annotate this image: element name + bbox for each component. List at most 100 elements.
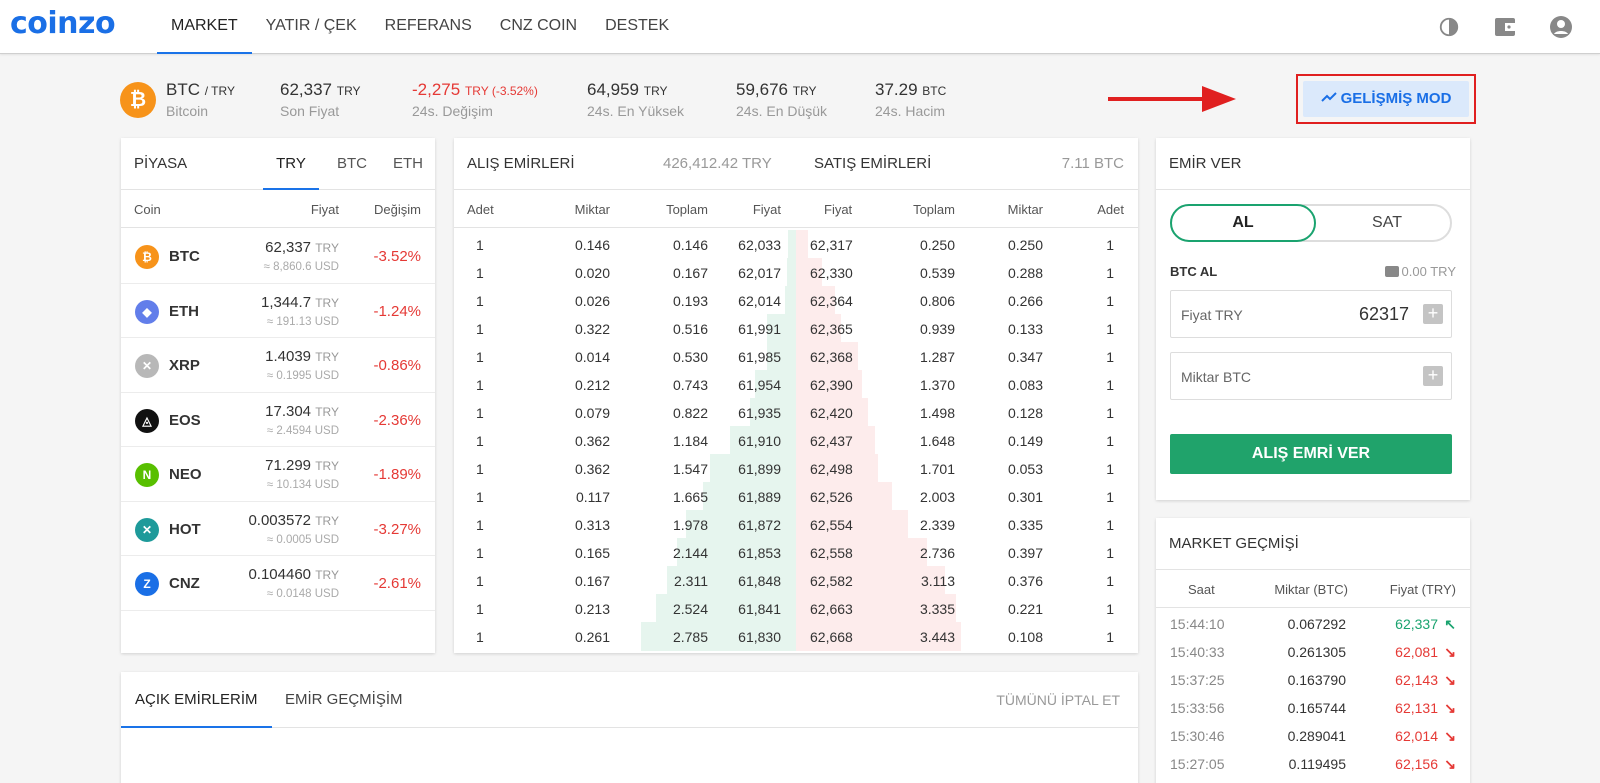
tab-eth[interactable]: ETH: [393, 155, 423, 172]
tab-try[interactable]: TRY: [263, 138, 319, 190]
price-field[interactable]: Fiyat TRY 62317 +: [1170, 290, 1452, 338]
market-list-card: PİYASA TRY BTC ETH Coin Fiyat Değişim ₿ B…: [121, 138, 435, 653]
col-change[interactable]: Değişim: [374, 202, 421, 217]
buy-price: 62,014: [738, 293, 781, 309]
market-row-eos[interactable]: ◬ EOS 17.304 TRY ≈ 2.4594 USD -2.36%: [121, 393, 435, 447]
coin-price-value: 1,344.7: [260, 293, 312, 311]
buy-total: 2.524: [672, 601, 708, 617]
account-icon[interactable]: [1548, 14, 1574, 40]
sell-depth-bar: [796, 342, 858, 371]
nav-referral[interactable]: REFERANS: [384, 17, 472, 34]
sell-count: 1: [1106, 433, 1114, 449]
order-form-title: EMİR VER: [1169, 155, 1242, 172]
order-book-row[interactable]: 1 0.313 1.978 61,872 62,554 2.339 0.335 1: [454, 510, 1138, 539]
ticker-pair: / TRY: [204, 84, 235, 98]
advanced-mode-button[interactable]: GELİŞMİŞ MOD: [1303, 81, 1469, 117]
buy-count: 1: [476, 293, 484, 309]
nav-support[interactable]: DESTEK: [605, 17, 670, 34]
col-coin[interactable]: Coin: [134, 202, 161, 217]
nav-cnz-coin[interactable]: CNZ COIN: [499, 17, 578, 34]
sell-total: 1.287: [919, 349, 955, 365]
sell-price: 62,554: [810, 517, 853, 533]
order-book-row[interactable]: 1 0.165 2.144 61,853 62,558 2.736 0.397 1: [454, 538, 1138, 567]
order-book-row[interactable]: 1 0.212 0.743 61,954 62,390 1.370 0.083 1: [454, 370, 1138, 399]
market-row-cnz[interactable]: Z CNZ 0.104460 TRY ≈ 0.0148 USD -2.61%: [121, 556, 435, 611]
coin-change: -2.36%: [373, 411, 421, 429]
buy-depth-bar: [685, 510, 796, 539]
market-row-xrp[interactable]: ✕ XRP 1.4039 TRY ≈ 0.1995 USD -0.86%: [121, 338, 435, 393]
col-time: Saat: [1188, 582, 1215, 597]
sell-depth-bar: [796, 258, 822, 287]
coin-price-value: 0.003572: [248, 511, 312, 529]
nav-market[interactable]: MARKET: [157, 0, 252, 54]
coin-price-unit: TRY: [315, 350, 339, 364]
history-row: 15:40:33 0.261305 62,081 ↘: [1156, 638, 1470, 666]
sell-amount: 0.053: [1007, 461, 1043, 477]
order-book-row[interactable]: 1 0.167 2.311 61,848 62,582 3.113 0.376 1: [454, 566, 1138, 595]
cancel-all-button[interactable]: TÜMÜNÜ İPTAL ET: [996, 692, 1120, 708]
buy-amount: 0.362: [574, 461, 610, 477]
tab-btc[interactable]: BTC: [337, 155, 367, 172]
market-row-eth[interactable]: ◆ ETH 1,344.7 TRY ≈ 191.13 USD -1.24%: [121, 284, 435, 338]
order-book-row[interactable]: 1 0.117 1.665 61,889 62,526 2.003 0.301 1: [454, 482, 1138, 511]
sell-price: 62,582: [810, 573, 853, 589]
amount-field-label: Miktar BTC: [1181, 369, 1251, 385]
sell-tab[interactable]: SAT: [1372, 214, 1402, 231]
order-book-row[interactable]: 1 0.362 1.547 61,899 62,498 1.701 0.053 1: [454, 454, 1138, 483]
coinzo-logo[interactable]: coinzo: [10, 6, 116, 41]
change-label: 24s. Değişim: [412, 103, 493, 119]
tab-open-orders[interactable]: AÇIK EMİRLERİM: [121, 672, 272, 728]
coin-usd-value: ≈ 191.13 USD: [266, 315, 339, 328]
sell-amount: 0.335: [1007, 517, 1043, 533]
market-row-neo[interactable]: N NEO 71.299 TRY ≈ 10.134 USD -1.89%: [121, 447, 435, 502]
price-plus-icon[interactable]: +: [1423, 304, 1443, 324]
market-row-hot[interactable]: ✕ HOT 0.003572 TRY ≈ 0.0005 USD -3.27%: [121, 502, 435, 556]
buy-tab[interactable]: AL: [1170, 204, 1316, 242]
theme-toggle-icon[interactable]: [1436, 14, 1462, 40]
submit-buy-order-button[interactable]: ALIŞ EMRİ VER: [1170, 434, 1452, 474]
market-row-btc[interactable]: ₿ BTC 62,337 TRY ≈ 8,860.6 USD -3.52%: [121, 229, 435, 284]
col-amount-btc: Miktar (BTC): [1274, 582, 1348, 597]
advanced-mode-label: GELİŞMİŞ MOD: [1340, 90, 1452, 107]
order-book-row[interactable]: 1 0.261 2.785 61,830 62,668 3.443 0.108 1: [454, 622, 1138, 651]
sell-count: 1: [1106, 237, 1114, 253]
market-column-header: Coin Fiyat Değişim: [121, 190, 435, 228]
order-book-row[interactable]: 1 0.020 0.167 62,017 62,330 0.539 0.288 1: [454, 258, 1138, 287]
tab-order-history[interactable]: EMİR GEÇMİŞİM: [285, 691, 403, 708]
order-book-row[interactable]: 1 0.079 0.822 61,935 62,420 1.498 0.128 1: [454, 398, 1138, 427]
buy-count: 1: [476, 601, 484, 617]
nav-deposit-withdraw[interactable]: YATIR / ÇEK: [265, 17, 357, 34]
sell-amount: 0.301: [1007, 489, 1043, 505]
sell-depth-bar: [796, 398, 868, 427]
price-field-value[interactable]: 62317: [1358, 304, 1409, 324]
order-book-row[interactable]: 1 0.026 0.193 62,014 62,364 0.806 0.266 1: [454, 286, 1138, 315]
buy-depth-bar: [709, 454, 796, 483]
xrp-coin-icon: ✕: [135, 354, 159, 378]
col-price[interactable]: Fiyat: [310, 202, 339, 217]
red-arrow-annotation: [1108, 86, 1236, 112]
buy-total: 0.743: [672, 377, 708, 393]
order-book-row[interactable]: 1 0.322 0.516 61,991 62,365 0.939 0.133 1: [454, 314, 1138, 343]
col-sell-amount: Miktar: [1007, 202, 1043, 217]
low-label: 24s. En Düşük: [736, 103, 828, 119]
amount-plus-icon[interactable]: +: [1423, 366, 1443, 386]
sell-count: 1: [1106, 321, 1114, 337]
order-book-row[interactable]: 1 0.213 2.524 61,841 62,663 3.335 0.221 1: [454, 594, 1138, 623]
buy-amount: 0.167: [574, 573, 610, 589]
trade-price: 62,337: [1395, 616, 1438, 632]
order-book-row[interactable]: 1 0.146 0.146 62,033 62,317 0.250 0.250 1: [454, 230, 1138, 259]
order-book-row[interactable]: 1 0.014 0.530 61,985 62,368 1.287 0.347 1: [454, 342, 1138, 371]
change-unit: TRY (-3.52%): [464, 84, 538, 98]
order-book-row[interactable]: 1 0.362 1.184 61,910 62,437 1.648 0.149 1: [454, 426, 1138, 455]
sell-amount: 0.376: [1007, 573, 1043, 589]
sell-depth-bar: [796, 426, 875, 455]
buy-total: 1.184: [672, 433, 708, 449]
trade-amount: 0.119495: [1288, 756, 1346, 772]
buy-total: 0.146: [672, 237, 708, 253]
wallet-icon[interactable]: [1492, 14, 1518, 40]
buy-price: 61,899: [738, 461, 781, 477]
btc-coin-icon: ₿: [135, 245, 159, 269]
trade-price: 62,156: [1395, 756, 1438, 772]
amount-field[interactable]: Miktar BTC +: [1170, 352, 1452, 400]
sell-total: 3.113: [921, 573, 955, 589]
